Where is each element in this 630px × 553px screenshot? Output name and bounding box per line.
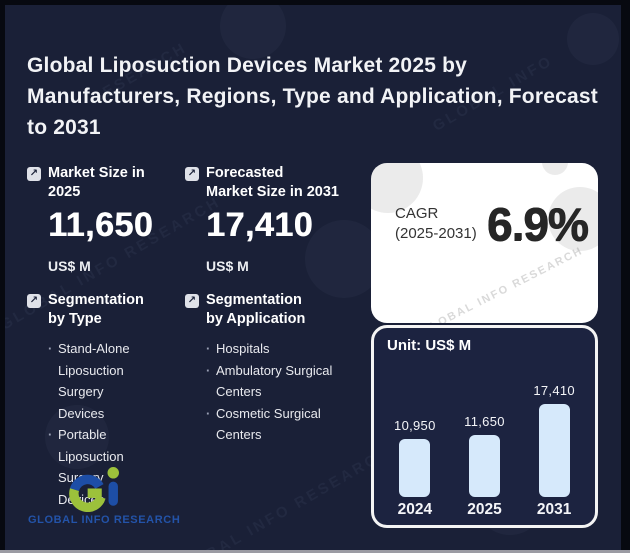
bar-category-label: 2025 [467,501,502,518]
bottom-edge-strip [0,550,630,553]
stat-header: ↗ Forecasted Market Size in 2031 [185,164,355,202]
stat-header: ↗ Market Size in 2025 [27,164,179,202]
bar-chart: 10,950 2024 11,650 2025 17,410 2031 [380,383,589,519]
stat-unit: US$ M [206,258,249,274]
stat-forecast-2031: ↗ Forecasted Market Size in 2031 17,410 … [185,164,355,274]
segmentation-header: ↗ Segmentation by Application [185,291,355,329]
title-line: Global Liposuction Devices Market 2025 b… [27,54,468,77]
stat-value: 17,410 [206,206,313,244]
segmentation-by-type: ↗ Segmentation by Type · Stand-Alone Lip… [27,291,179,510]
cagr-value: 6.9% [486,198,589,250]
cagr-card: GLOBAL INFO RESEARCH CAGR (2025-2031) 6.… [371,163,598,323]
bar-value-label: 10,950 [394,418,436,433]
cagr-content: CAGR (2025-2031) 6.9% [395,197,589,251]
stat-unit: US$ M [48,258,91,274]
stat-market-size-2025: ↗ Market Size in 2025 11,650 US$ M [27,164,179,274]
bar-value-label: 17,410 [533,383,575,398]
bar-chart-panel: Unit: US$ M 10,950 2024 11,650 2025 17,4… [371,325,598,528]
chart-unit-label: Unit: US$ M [387,337,472,354]
watermark-blob [542,163,568,175]
bar-group-2031: 17,410 2031 [522,383,586,519]
bullet-icon: · [48,341,53,356]
bar-category-label: 2031 [536,501,572,518]
arrow-up-right-icon: ↗ [27,294,41,308]
bar-2031 [538,404,570,497]
arrow-up-right-icon: ↗ [185,294,199,308]
bullet-icon: · [206,341,211,356]
segmentation-label: Segmentation by Application [206,292,306,327]
bullet-icon: · [206,362,211,378]
list-item: · Hospitals [206,338,336,360]
bar-2024 [399,439,431,497]
cagr-label: CAGR (2025-2031) [395,205,477,242]
bar-group-2024: 10,950 2024 [383,418,447,519]
bar-category-label: 2024 [397,501,433,518]
segmentation-list: · Hospitals · Ambulatory Surgical Center… [206,338,336,446]
arrow-up-right-icon: ↗ [185,167,199,181]
list-item: · Stand-Alone Liposuction Surgery Device… [48,338,153,424]
title-line: Manufacturers, Regions, Type and Applica… [27,85,598,108]
page-title: Global Liposuction Devices Market 2025 b… [27,50,617,143]
arrow-up-right-icon: ↗ [27,167,41,181]
logo-wordmark: GLOBAL INFO RESEARCH [28,514,181,526]
list-item: · Cosmetic Surgical Centers [206,403,336,446]
watermark-blob [548,187,598,251]
bar-value-label: 11,650 [464,414,505,429]
stat-value: 11,650 [48,206,154,244]
gi-logo-icon [69,467,119,512]
bar-2025 [468,435,500,497]
segmentation-list: · Stand-Alone Liposuction Surgery Device… [48,338,153,510]
stat-label: Forecasted Market Size in 2031 [206,165,339,200]
bullet-icon: · [206,405,211,421]
watermark-text: GLOBAL INFO RESEARCH [418,244,585,323]
segmentation-header: ↗ Segmentation by Type [27,291,179,329]
list-item: · Ambulatory Surgical Centers [206,360,336,403]
bar-group-2025: 11,650 2025 [452,414,516,519]
segmentation-label: Segmentation by Type [48,292,144,327]
segmentation-by-application: ↗ Segmentation by Application · Hospital… [185,291,355,446]
company-logo: GLOBAL INFO RESEARCH [28,466,181,526]
bullet-icon: · [48,427,53,442]
title-line: to 2031 [27,116,101,139]
stat-label: Market Size in 2025 [48,165,145,200]
